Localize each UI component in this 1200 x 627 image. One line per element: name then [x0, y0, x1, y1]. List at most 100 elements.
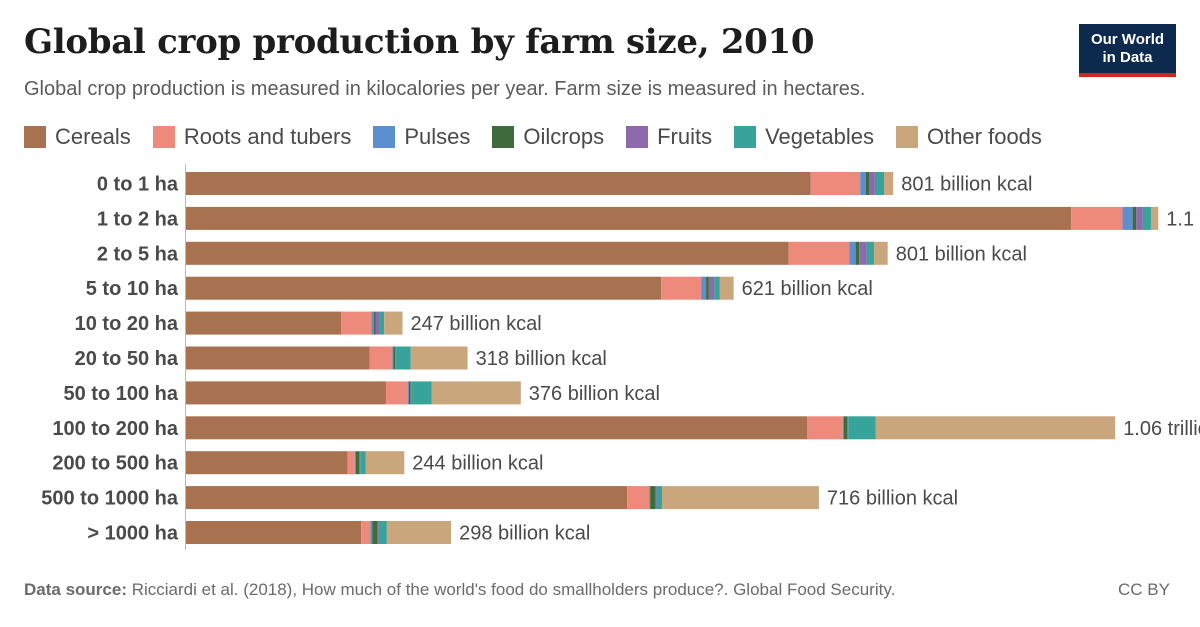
bar-segment-other-foods[interactable]	[384, 311, 403, 335]
bar-segment-cereals[interactable]	[186, 172, 811, 195]
bar-segment-fruits[interactable]	[375, 311, 380, 335]
bar-segment-pulses[interactable]	[371, 311, 375, 335]
bar-segment-vegetables[interactable]	[360, 451, 366, 475]
bar-segment-pulses[interactable]	[842, 416, 844, 440]
bar-segment-oilcrops[interactable]	[865, 172, 870, 195]
bar-segment-fruits[interactable]	[1136, 206, 1143, 230]
bar-segment-pulses[interactable]	[701, 276, 707, 300]
bar-row[interactable]: 1 to 2 ha 1.1 trillion kcal	[97, 206, 1200, 231]
bar-segment-vegetables[interactable]	[714, 276, 720, 300]
bar-segment-oilcrops[interactable]	[355, 451, 360, 475]
bar-row[interactable]: > 1000 ha 298 billion kcal	[87, 521, 590, 545]
bar-segment-other-foods[interactable]	[719, 276, 734, 300]
bar-segment-oilcrops[interactable]	[843, 416, 848, 440]
legend-swatch	[895, 126, 918, 148]
bar-segment-other-foods[interactable]	[386, 521, 452, 544]
bar-segment-cereals[interactable]	[186, 346, 370, 370]
bar-segment-cereals[interactable]	[186, 521, 362, 544]
bar-segment-cereals[interactable]	[186, 381, 386, 405]
bar-segment-pulses[interactable]	[392, 346, 394, 370]
bar-segment-oilcrops[interactable]	[706, 276, 709, 300]
bar-segment-roots-and-tubers[interactable]	[1071, 206, 1123, 230]
bar-segment-cereals[interactable]	[186, 416, 807, 440]
bar-segment-oilcrops[interactable]	[393, 346, 396, 370]
bar-segment-fruits[interactable]	[395, 346, 397, 370]
bar-segment-cereals[interactable]	[186, 486, 628, 510]
bar-segment-fruits[interactable]	[708, 276, 715, 300]
bar-segment-other-foods[interactable]	[365, 451, 405, 475]
bar-segment-roots-and-tubers[interactable]	[341, 311, 372, 335]
bar-segment-vegetables[interactable]	[866, 241, 874, 265]
bar-segment-oilcrops[interactable]	[408, 381, 411, 405]
bar-segment-other-foods[interactable]	[662, 486, 819, 510]
bar-segment-cereals[interactable]	[186, 276, 662, 300]
license-link[interactable]: CC BY	[1118, 580, 1170, 599]
bar-segment-cereals[interactable]	[186, 241, 789, 265]
bar-segment-oilcrops[interactable]	[372, 521, 378, 544]
bar-segment-other-foods[interactable]	[873, 241, 888, 265]
bar-segment-roots-and-tubers[interactable]	[810, 172, 861, 195]
bar-row[interactable]: 0 to 1 ha 801 billion kcal	[97, 172, 1033, 196]
bar-segment-fruits[interactable]	[359, 451, 361, 475]
bar-segment-oilcrops[interactable]	[1132, 206, 1137, 230]
bar-row[interactable]: 200 to 500 ha 244 billion kcal	[52, 451, 544, 475]
bar-segment-fruits[interactable]	[655, 486, 657, 510]
bar-segment-pulses[interactable]	[1122, 206, 1133, 230]
legend-item-cereals[interactable]: Cereals	[24, 124, 131, 150]
bar-row[interactable]: 500 to 1000 ha 716 billion kcal	[41, 486, 958, 510]
bar-segment-vegetables[interactable]	[874, 172, 885, 195]
bar-segment-roots-and-tubers[interactable]	[369, 346, 393, 370]
bar-segment-fruits[interactable]	[869, 172, 875, 195]
bar-segment-pulses[interactable]	[860, 172, 866, 195]
bar-segment-cereals[interactable]	[186, 206, 1072, 230]
bar-segment-pulses[interactable]	[649, 486, 651, 510]
bar-segment-other-foods[interactable]	[1150, 206, 1159, 230]
bar-segment-oilcrops[interactable]	[855, 241, 860, 265]
legend-item-oilcrops[interactable]: Oilcrops	[492, 124, 604, 150]
bar-row[interactable]: 10 to 20 ha 247 billion kcal	[75, 311, 542, 336]
bar-segment-roots-and-tubers[interactable]	[627, 486, 650, 510]
bar-segment-oilcrops[interactable]	[374, 311, 376, 335]
legend-item-other-foods[interactable]: Other foods	[895, 124, 1042, 150]
legend-item-vegetables[interactable]: Vegetables	[734, 124, 874, 150]
legend-label: Roots and tubers	[183, 124, 352, 149]
bar-row[interactable]: 2 to 5 ha 801 billion kcal	[97, 241, 1027, 265]
legend-item-roots-and-tubers[interactable]: Roots and tubers	[152, 124, 352, 150]
bar-segment-fruits[interactable]	[847, 416, 849, 440]
bar-segment-cereals[interactable]	[186, 311, 342, 335]
bar-segment-roots-and-tubers[interactable]	[661, 276, 702, 300]
bar-segment-vegetables[interactable]	[379, 311, 385, 335]
bar-segment-other-foods[interactable]	[410, 346, 468, 370]
bar-segment-fruits[interactable]	[377, 521, 379, 544]
bar-segment-vegetables[interactable]	[378, 521, 387, 544]
bar-segment-other-foods[interactable]	[431, 381, 521, 405]
bar-segment-cereals[interactable]	[186, 451, 348, 475]
bar-segment-other-foods[interactable]	[884, 172, 894, 195]
bar-segment-roots-and-tubers[interactable]	[806, 416, 843, 440]
bar-row[interactable]: 5 to 10 ha 621 billion kcal	[86, 276, 873, 301]
bar-segment-pulses[interactable]	[849, 241, 856, 265]
bar-segment-vegetables[interactable]	[411, 381, 432, 405]
bar-segment-fruits[interactable]	[410, 381, 412, 405]
bar-row[interactable]: 50 to 100 ha 376 billion kcal	[63, 381, 660, 405]
bar-row[interactable]: 20 to 50 ha 318 billion kcal	[75, 346, 607, 371]
bar-segment-roots-and-tubers[interactable]	[347, 451, 355, 475]
bar-segment-roots-and-tubers[interactable]	[385, 381, 408, 405]
owid-logo[interactable]: Our World in Data	[1079, 24, 1176, 77]
bar-segment-vegetables[interactable]	[1142, 206, 1151, 230]
chart-subtitle: Global crop production is measured in ki…	[24, 78, 866, 100]
bar-segment-pulses[interactable]	[407, 381, 409, 405]
bar-segment-other-foods[interactable]	[875, 416, 1116, 440]
bar-segment-pulses[interactable]	[354, 451, 356, 475]
bar-segment-pulses[interactable]	[370, 521, 373, 544]
bar-segment-fruits[interactable]	[859, 241, 867, 265]
bar-segment-oilcrops[interactable]	[650, 486, 656, 510]
legend-item-pulses[interactable]: Pulses	[373, 124, 470, 150]
legend-item-fruits[interactable]: Fruits	[626, 124, 712, 150]
bar-row[interactable]: 100 to 200 ha 1.06 trillion kcal	[52, 416, 1200, 440]
bar-segment-vegetables[interactable]	[396, 346, 411, 370]
bar-segment-vegetables[interactable]	[848, 416, 876, 440]
bar-segment-roots-and-tubers[interactable]	[361, 521, 371, 544]
bar-segment-roots-and-tubers[interactable]	[788, 241, 850, 265]
bar-segment-vegetables[interactable]	[656, 486, 663, 510]
